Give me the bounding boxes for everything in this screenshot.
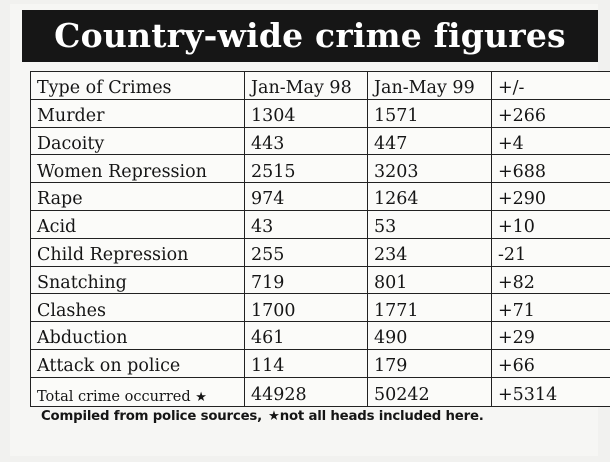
table-row: Attack on police 114 179 +66 (30, 348, 610, 378)
table-header-row: Type of Crimes Jan-May 98 Jan-May 99 +/- (30, 71, 610, 100)
header-type-of-crimes: Type of Crimes (30, 71, 245, 100)
header-jan-may-99: Jan-May 99 (367, 71, 492, 100)
crime-type-cell: Snatching (30, 265, 245, 295)
page-title: Country-wide crime figures (54, 15, 566, 55)
crime-type-cell: Rape (30, 182, 245, 211)
jan-may-98-cell: 719 (244, 265, 368, 295)
star-marker-icon: ★ (195, 390, 207, 406)
change-cell: +29 (491, 321, 610, 350)
crime-figures-table: Type of Crimes Jan-May 98 Jan-May 99 +/-… (30, 71, 610, 407)
table-row: Dacoity 443 447 +4 (30, 126, 610, 156)
change-cell: +4 (491, 126, 610, 156)
jan-may-99-cell: 234 (367, 237, 492, 267)
jan-may-98-cell: 461 (244, 321, 368, 350)
jan-may-99-cell: 1771 (367, 293, 492, 323)
jan-may-98-cell: 2515 (244, 154, 368, 184)
table-row: Child Repression 255 234 -21 (30, 237, 610, 267)
change-cell: +266 (491, 98, 610, 128)
jan-may-98-cell: 1700 (244, 293, 368, 323)
change-cell: +82 (491, 265, 610, 295)
footnote-note: not all heads included here. (279, 409, 484, 424)
crime-type-cell: Women Repression (30, 154, 245, 184)
table-row: Clashes 1700 1771 +71 (30, 293, 610, 323)
table-row: Women Repression 2515 3203 +688 (30, 154, 610, 184)
jan-may-98-cell: 443 (244, 126, 368, 156)
jan-may-99-cell: 801 (367, 265, 492, 295)
jan-may-99-cell: 53 (367, 209, 492, 239)
table-row: Snatching 719 801 +82 (30, 265, 610, 295)
jan-may-99-cell: 179 (367, 348, 492, 378)
jan-may-99-cell: 490 (367, 321, 492, 350)
jan-may-98-cell: 255 (244, 237, 368, 267)
footnote-source: Compiled from police sources, (41, 409, 262, 424)
crime-type-cell: Clashes (30, 293, 245, 323)
total-label: Total crime occurred (37, 389, 191, 406)
change-cell: +290 (491, 182, 610, 211)
crime-type-cell: Murder (30, 98, 245, 128)
change-cell: +688 (491, 154, 610, 184)
total-row: Total crime occurred ★ 44928 50242 +5314 (30, 376, 610, 407)
jan-may-98-cell: 43 (244, 209, 368, 239)
header-jan-may-98: Jan-May 98 (244, 71, 368, 100)
header-change: +/- (491, 71, 610, 100)
total-change-cell: +5314 (491, 376, 610, 407)
total-jan-may-99-cell: 50242 (367, 376, 492, 407)
change-cell: -21 (491, 237, 610, 267)
table-row: Murder 1304 1571 +266 (30, 98, 610, 128)
jan-may-99-cell: 3203 (367, 154, 492, 184)
total-label-cell: Total crime occurred ★ (30, 376, 245, 407)
jan-may-99-cell: 447 (367, 126, 492, 156)
table-body: Type of Crimes Jan-May 98 Jan-May 99 +/-… (30, 71, 610, 407)
change-cell: +71 (491, 293, 610, 323)
crime-type-cell: Child Repression (30, 237, 245, 267)
change-cell: +10 (491, 209, 610, 239)
footnote: Compiled from police sources, ★not all he… (41, 409, 484, 424)
crime-type-cell: Abduction (30, 321, 245, 350)
total-jan-may-98-cell: 44928 (244, 376, 368, 407)
table-row: Abduction 461 490 +29 (30, 321, 610, 350)
footnote-star-icon: ★ (267, 409, 280, 424)
table-row: Acid 43 53 +10 (30, 209, 610, 239)
jan-may-98-cell: 114 (244, 348, 368, 378)
jan-may-99-cell: 1571 (367, 98, 492, 128)
crime-type-cell: Acid (30, 209, 245, 239)
jan-may-99-cell: 1264 (367, 182, 492, 211)
crime-type-cell: Attack on police (30, 348, 245, 378)
jan-may-98-cell: 1304 (244, 98, 368, 128)
crime-type-cell: Dacoity (30, 126, 245, 156)
change-cell: +66 (491, 348, 610, 378)
title-banner: Country-wide crime figures (22, 10, 598, 62)
table-row: Rape 974 1264 +290 (30, 182, 610, 211)
jan-may-98-cell: 974 (244, 182, 368, 211)
